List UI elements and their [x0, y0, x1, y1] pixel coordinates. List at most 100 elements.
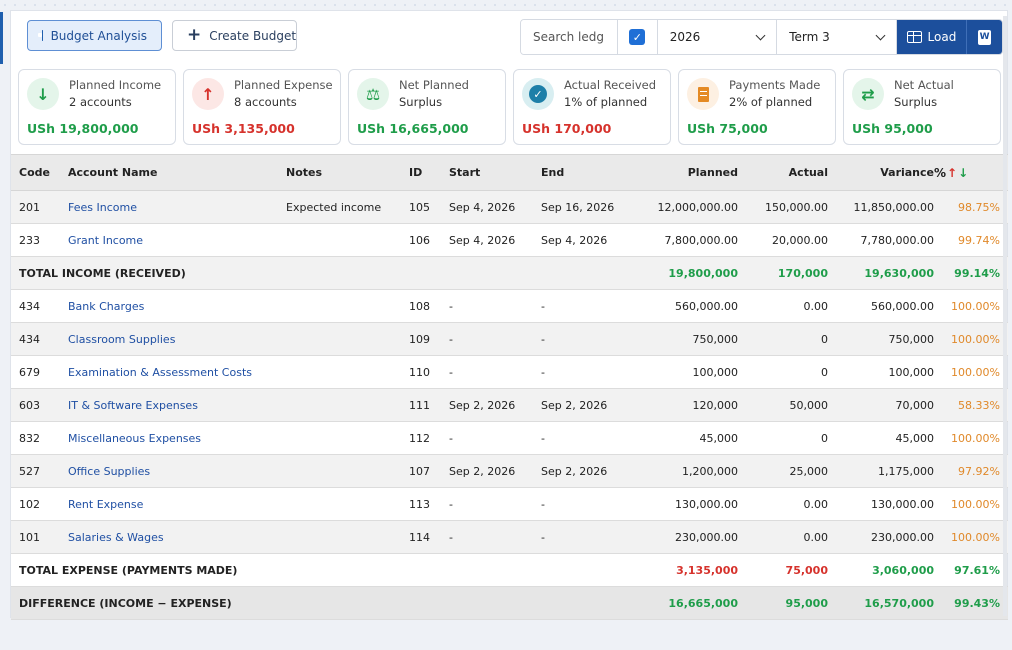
cell-planned: 12,000,000.00 — [626, 190, 738, 224]
account-link[interactable]: Miscellaneous Expenses — [68, 431, 202, 445]
table-row[interactable]: 434 Bank Charges 108- -560,000.00 0.00 560,00… — [11, 289, 1008, 323]
summary-cards: ↓ Planned Income 2 accounts USh 19,800,0… — [18, 69, 1002, 145]
cell-percent: 100.00% — [934, 421, 1008, 455]
card-title: Planned Expense — [234, 78, 333, 92]
budget-panel: Budget Analysis + Create Budget ✓ 2026 T… — [10, 10, 1009, 620]
word-icon: W — [978, 29, 992, 45]
table-row[interactable]: 603 IT & Software Expenses 111 Sep 2, 2026 S… — [11, 388, 1008, 422]
cell-percent: 100.00% — [934, 355, 1008, 389]
account-link[interactable]: Rent Expense — [68, 497, 144, 511]
card-value: USh 19,800,000 — [27, 121, 139, 136]
header-start[interactable]: Start — [449, 154, 541, 191]
cell-actual: 0 — [738, 421, 828, 455]
table-row[interactable]: 101 Salaries & Wages 114- -230,000.00 0.00 23… — [11, 520, 1008, 554]
table-row[interactable]: 527 Office Supplies 107 Sep 2, 2026 Sep 2, 2… — [11, 454, 1008, 488]
header-code[interactable]: Code — [11, 154, 68, 191]
account-link[interactable]: Bank Charges — [68, 299, 145, 313]
cell-id: 110 — [409, 355, 449, 389]
header-planned[interactable]: Planned — [626, 154, 738, 191]
create-budget-button[interactable]: + Create Budget — [172, 20, 297, 51]
header-notes[interactable]: Notes — [286, 154, 409, 191]
total-actual: 170,000 — [738, 256, 828, 290]
search-ledger-input[interactable] — [521, 20, 618, 54]
account-link[interactable]: Grant Income — [68, 233, 144, 247]
difference-row: DIFFERENCE (INCOME − EXPENSE) 16,665,000 9… — [11, 586, 1008, 620]
total-variance: 16,570,000 — [828, 586, 934, 620]
cell-code: 201 — [11, 190, 68, 224]
header-id[interactable]: ID — [409, 154, 449, 191]
cell-account-name: Examination & Assessment Costs — [68, 355, 286, 389]
account-link[interactable]: Office Supplies — [68, 464, 151, 478]
term-select[interactable]: Term 3 — [777, 20, 897, 54]
table-row[interactable]: 233 Grant Income 106 Sep 4, 2026 Sep 4, 2026… — [11, 223, 1008, 257]
cell-notes — [286, 487, 409, 521]
cell-planned: 1,200,000 — [626, 454, 738, 488]
header-variance[interactable]: Variance — [828, 154, 934, 191]
cell-account-name: Rent Expense — [68, 487, 286, 521]
cell-percent: 100.00% — [934, 520, 1008, 554]
header-actual[interactable]: Actual — [738, 154, 828, 191]
total-planned: 16,665,000 — [626, 586, 738, 620]
load-button[interactable]: Load — [896, 20, 968, 54]
cell-code: 603 — [11, 388, 68, 422]
card-net-planned: ⚖ Net Planned Surplus USh 16,665,000 — [348, 69, 506, 145]
account-link[interactable]: Salaries & Wages — [68, 530, 164, 544]
cell-notes: Expected income — [286, 190, 409, 224]
cell-notes — [286, 322, 409, 356]
table-row[interactable]: 201 Fees Income Expected income 105 Sep 4, 2… — [11, 190, 1008, 224]
scrollbar[interactable] — [1003, 16, 1007, 616]
card-title: Net Actual — [894, 78, 954, 92]
cell-actual: 0.00 — [738, 289, 828, 323]
total-label: TOTAL INCOME (RECEIVED) — [11, 256, 626, 290]
header-end[interactable]: End — [541, 154, 626, 191]
table-row[interactable]: 679 Examination & Assessment Costs 110- -10… — [11, 355, 1008, 389]
cell-actual: 50,000 — [738, 388, 828, 422]
chevron-down-icon — [875, 30, 886, 40]
cell-start: - — [449, 421, 541, 455]
cell-code: 102 — [11, 487, 68, 521]
cell-account-name: Office Supplies — [68, 454, 286, 488]
table-row[interactable]: 102 Rent Expense 113- -130,000.00 0.00 130,00… — [11, 487, 1008, 521]
toolbar: Budget Analysis + Create Budget ✓ 2026 T… — [27, 19, 1009, 55]
cell-percent: 98.75% — [934, 190, 1008, 224]
header-account-name[interactable]: Account Name — [68, 154, 286, 191]
cell-notes — [286, 355, 409, 389]
export-word-button[interactable]: W — [967, 20, 1002, 54]
left-accent-bar — [0, 12, 3, 64]
cell-actual: 0 — [738, 322, 828, 356]
card-payments-made: Payments Made 2% of planned USh 75,000 — [678, 69, 836, 145]
card-value: USh 75,000 — [687, 121, 768, 136]
cell-end: Sep 2, 2026 — [541, 454, 626, 488]
table-row[interactable]: 434 Classroom Supplies 109- -750,000 0 750,00… — [11, 322, 1008, 356]
account-link[interactable]: Fees Income — [68, 200, 137, 214]
year-select[interactable]: 2026 — [658, 20, 778, 54]
account-link[interactable]: Classroom Supplies — [68, 332, 176, 346]
cell-planned: 750,000 — [626, 322, 738, 356]
cell-planned: 7,800,000.00 — [626, 223, 738, 257]
cell-planned: 120,000 — [626, 388, 738, 422]
cell-id: 112 — [409, 421, 449, 455]
header-percent[interactable]: % ↑ ↓ — [934, 154, 1008, 191]
cell-notes — [286, 223, 409, 257]
cell-end: - — [541, 322, 626, 356]
table-row[interactable]: 832 Miscellaneous Expenses 112- -45,000 0 45,… — [11, 421, 1008, 455]
receipt-icon — [687, 78, 719, 110]
total-variance: 3,060,000 — [828, 553, 934, 587]
card-planned-income: ↓ Planned Income 2 accounts USh 19,800,0… — [18, 69, 176, 145]
account-link[interactable]: Examination & Assessment Costs — [68, 365, 252, 379]
card-planned-expense: ↑ Planned Expense 8 accounts USh 3,135,0… — [183, 69, 341, 145]
card-value: USh 3,135,000 — [192, 121, 295, 136]
cell-code: 101 — [11, 520, 68, 554]
check-circle-icon: ✓ — [522, 78, 554, 110]
include-checkbox[interactable]: ✓ — [629, 29, 646, 45]
dotted-background — [0, 0, 1012, 12]
cell-variance: 560,000.00 — [828, 289, 934, 323]
chevron-down-icon — [755, 30, 766, 40]
account-link[interactable]: IT & Software Expenses — [68, 398, 198, 412]
card-subtitle: 2% of planned — [729, 95, 813, 109]
cell-percent: 99.74% — [934, 223, 1008, 257]
cell-end: - — [541, 421, 626, 455]
card-subtitle: Surplus — [399, 95, 443, 109]
budget-table: Code Account Name Notes ID Start End Pla… — [11, 154, 1008, 620]
budget-analysis-button[interactable]: Budget Analysis — [27, 20, 162, 51]
